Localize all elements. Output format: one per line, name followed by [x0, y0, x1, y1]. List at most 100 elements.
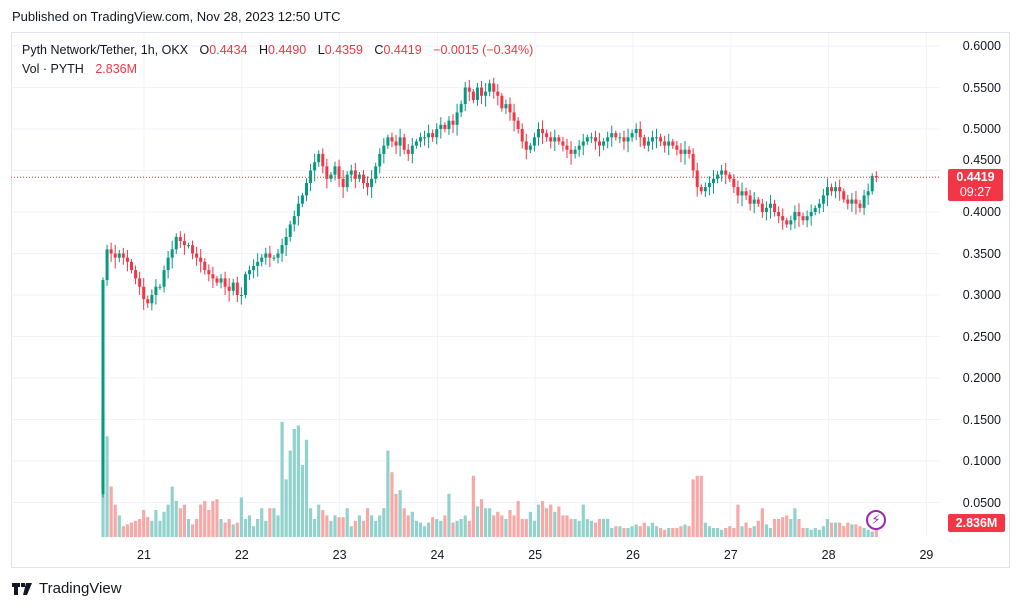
- time-tick-label: 23: [332, 548, 347, 562]
- candle-body: [268, 253, 272, 258]
- volume-bar: [720, 529, 724, 537]
- candle-body: [451, 120, 455, 125]
- candle-body: [687, 149, 691, 154]
- last-volume-badge: 2.836M: [948, 514, 1005, 532]
- candle-body: [500, 95, 504, 109]
- candle-body: [414, 141, 418, 146]
- candle: [655, 128, 659, 149]
- volume-bar: [785, 515, 789, 537]
- volume-label[interactable]: Vol · PYTH: [22, 62, 84, 76]
- candle: [858, 200, 862, 213]
- candle-body: [650, 137, 654, 142]
- volume-bar: [182, 504, 186, 537]
- volume-bar: [361, 520, 366, 537]
- lightning-icon[interactable]: ⚡︎: [866, 510, 886, 530]
- candle-body: [838, 187, 842, 192]
- candle-body: [300, 195, 304, 204]
- candle-body: [646, 141, 650, 146]
- volume-bar: [634, 524, 638, 537]
- open-value: 0.4434: [209, 43, 248, 57]
- candle-body: [256, 261, 260, 266]
- volume-bar: [113, 504, 117, 537]
- candle-body: [520, 129, 524, 142]
- volume-bar: [243, 519, 248, 537]
- candle-body: [191, 245, 195, 254]
- candle: [732, 174, 736, 193]
- candle-body: [321, 153, 325, 167]
- candle: [374, 162, 378, 184]
- candle-body: [475, 87, 479, 100]
- candle-body: [113, 253, 117, 258]
- candle-body: [402, 137, 406, 150]
- candle: [728, 171, 732, 183]
- candle-body: [793, 212, 797, 221]
- candle: [687, 146, 691, 159]
- candle-body: [536, 129, 540, 138]
- volume-bar: [711, 528, 716, 537]
- volume-bar: [304, 439, 309, 537]
- volume-bar: [443, 515, 447, 537]
- price-tick-label: 0.4500: [962, 153, 1001, 167]
- volume-bar: [687, 526, 691, 537]
- candle-body: [138, 278, 142, 287]
- volume-bar: [736, 504, 740, 537]
- candle-body: [378, 153, 382, 167]
- candle-body: [101, 280, 105, 495]
- volume-bar: [321, 510, 325, 537]
- candle: [414, 138, 418, 149]
- candle: [219, 273, 223, 289]
- candle: [659, 133, 663, 147]
- tradingview-logo[interactable]: TradingView: [12, 580, 122, 597]
- candle: [614, 130, 618, 141]
- volume-bar: [422, 526, 427, 537]
- candle-body: [622, 137, 626, 142]
- volume-bar: [435, 519, 439, 537]
- volume-bar: [235, 522, 239, 537]
- candle-body: [630, 133, 634, 138]
- volume-bar: [459, 519, 463, 537]
- candle-body: [598, 141, 602, 146]
- candle: [182, 233, 186, 255]
- candle: [162, 265, 166, 293]
- candle-body: [418, 137, 422, 142]
- volume-bar: [483, 508, 488, 537]
- volume-bar: [447, 493, 451, 537]
- candle: [292, 210, 296, 232]
- volume-bar: [593, 522, 598, 537]
- volume-bar: [516, 501, 520, 537]
- candle: [288, 220, 292, 242]
- volume-bar: [642, 522, 646, 537]
- volume-bar: [581, 504, 585, 537]
- volume-bar: [313, 519, 317, 537]
- candle: [736, 180, 740, 204]
- candle: [178, 231, 182, 249]
- candle-body: [317, 153, 321, 163]
- candle-body: [768, 203, 772, 208]
- volume-bar: [105, 436, 109, 537]
- candle: [341, 170, 345, 198]
- volume-bar: [353, 520, 357, 537]
- candle: [296, 196, 300, 226]
- candle: [622, 130, 626, 150]
- candle: [406, 144, 410, 161]
- candle: [276, 248, 280, 264]
- candle: [504, 99, 508, 115]
- volume-bar: [251, 526, 256, 537]
- candle: [349, 164, 353, 182]
- symbol-title[interactable]: Pyth Network/Tether, 1h, OKX: [22, 43, 189, 57]
- candle: [166, 251, 170, 279]
- volume-bar: [219, 519, 223, 537]
- candle-body: [691, 153, 695, 171]
- candle: [496, 84, 500, 106]
- volume-bar: [756, 520, 760, 537]
- candle-body: [337, 166, 341, 179]
- candle: [215, 275, 219, 286]
- candle-body: [260, 257, 264, 262]
- candle: [451, 114, 455, 134]
- candle-body: [305, 182, 308, 196]
- volume-bar: [569, 519, 573, 537]
- candle: [455, 103, 459, 136]
- volume-bar: [805, 528, 809, 537]
- candle: [813, 205, 817, 216]
